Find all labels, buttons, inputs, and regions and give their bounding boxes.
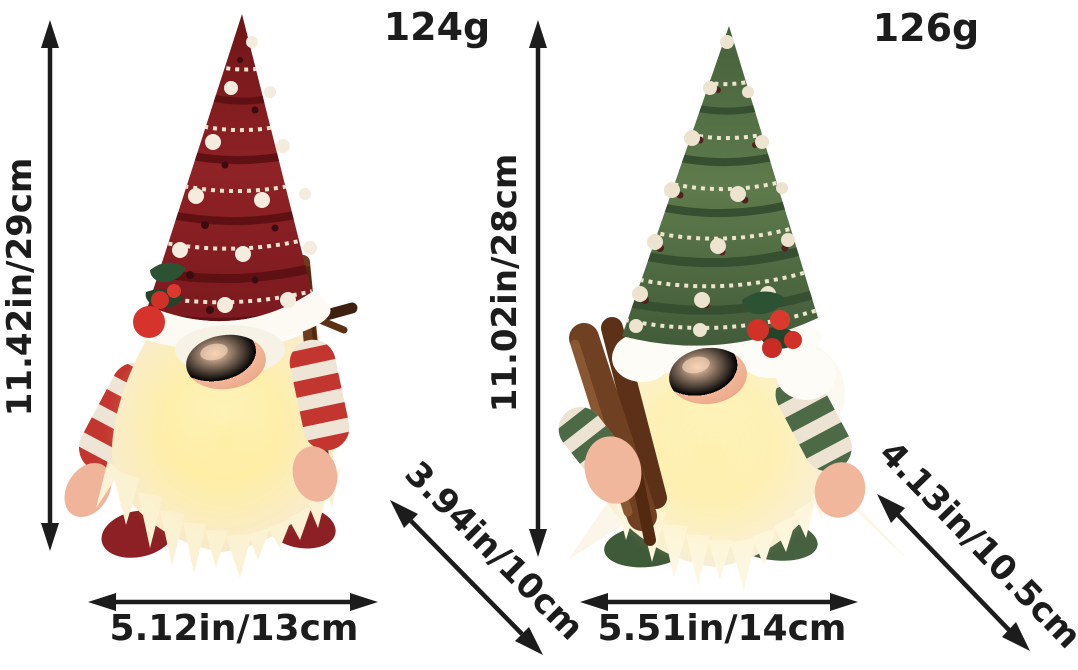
depth-arrow-right-icon [877, 494, 1030, 651]
height-label-right: 11.02in/28cm [485, 153, 525, 413]
left-gnome-hat [133, 14, 317, 338]
weight-label-right: 126g [872, 6, 980, 50]
depth-arrow-left-icon [390, 500, 543, 655]
width-label-right: 5.51in/14cm [597, 608, 847, 649]
left-hat-pom-dots [154, 36, 317, 313]
height-arrow-left-icon [41, 20, 59, 551]
left-gnome-right-arm [285, 335, 354, 502]
right-gnome-photo [549, 26, 908, 590]
left-gnome-photo [64, 14, 358, 578]
dimension-arrows [41, 20, 1030, 655]
height-arrow-right-icon [529, 20, 547, 557]
right-gnome-left-arm [549, 398, 642, 504]
width-label-left: 5.12in/13cm [109, 608, 359, 649]
right-gnome-hat [622, 26, 818, 358]
height-label-left: 11.42in/29cm [0, 157, 40, 417]
left-gnome-nose [186, 334, 266, 390]
right-hat-holly [742, 291, 802, 358]
weight-label-left: 124g [383, 5, 491, 49]
led-glow-left [104, 316, 344, 556]
width-arrow-left-icon [88, 593, 378, 611]
right-gnome-nose [669, 347, 747, 405]
width-arrow-right-icon [580, 593, 858, 611]
left-hat-holly [133, 262, 186, 338]
